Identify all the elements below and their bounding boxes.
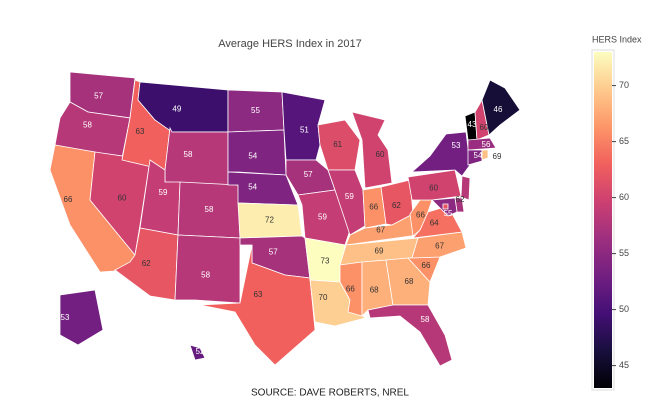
state-label: 62: [392, 201, 401, 210]
state: [174, 234, 241, 304]
state-label: 60: [480, 123, 489, 132]
colorbar-tick-label: 45: [619, 360, 629, 370]
state-label: 54: [248, 183, 257, 192]
colorbar: [594, 52, 612, 388]
state: [411, 231, 467, 259]
state-label: 68: [405, 277, 414, 286]
state-label: 60: [118, 194, 127, 203]
state: [189, 344, 206, 361]
state-label: 67: [435, 242, 444, 251]
state: [59, 289, 104, 346]
state-label: 59: [318, 212, 327, 221]
state-label: 66: [369, 202, 378, 211]
state-label: 58: [201, 270, 210, 279]
source: SOURCE: DAVE ROBERTS, NREL: [251, 388, 409, 399]
state-label: 57: [269, 247, 278, 256]
state-label: 55: [251, 106, 260, 115]
state-label: 73: [321, 256, 330, 265]
state: [410, 131, 471, 177]
state-label: 59: [345, 192, 354, 201]
state-label: 64: [430, 219, 439, 228]
state-label: 66: [346, 285, 355, 294]
state: [385, 257, 431, 306]
state-label: 68: [370, 286, 379, 295]
state-label: 58: [479, 171, 488, 180]
state-label: 46: [494, 105, 503, 114]
state-label: 66: [416, 210, 425, 219]
state-label: 72: [265, 216, 274, 225]
state-label: 63: [254, 290, 263, 299]
state-label: 70: [319, 293, 328, 302]
state-label: 53: [61, 313, 70, 322]
state: [199, 244, 316, 366]
colorbar-tick-label: 70: [619, 80, 629, 90]
state-label: 57: [474, 185, 483, 194]
state-label: 58: [421, 315, 430, 324]
map: [49, 71, 521, 367]
state-label: 66: [64, 195, 73, 204]
state-label: 54: [474, 151, 483, 160]
colorbar-title: HERS Index: [592, 34, 642, 44]
state-label: 52: [196, 347, 205, 356]
state: [407, 169, 462, 201]
state: [164, 126, 229, 186]
state-label: 66: [422, 261, 431, 270]
state-label: 69: [493, 152, 502, 161]
state-label: 62: [142, 259, 151, 268]
state-label: 43: [468, 120, 477, 129]
state: [467, 137, 497, 151]
state-label: 55: [444, 209, 453, 218]
state-label: 61: [333, 140, 342, 149]
state: [481, 149, 489, 161]
state: [367, 304, 453, 367]
state-label: 60: [376, 150, 385, 159]
state: [460, 175, 471, 201]
state-label: 51: [300, 125, 309, 134]
state: [481, 79, 521, 136]
state-label: 49: [172, 104, 181, 113]
colorbar-tick-label: 50: [619, 304, 629, 314]
state: [281, 91, 326, 161]
state-label: 57: [304, 170, 313, 179]
state-label: 57: [94, 92, 103, 101]
state: [442, 203, 449, 210]
state-label: 54: [248, 151, 257, 160]
colorbar-frame: [591, 49, 615, 391]
colorbar-tick-label: 55: [619, 248, 629, 258]
state-label: 60: [429, 184, 438, 193]
state: [351, 111, 393, 189]
colorbar-tick-label: 60: [619, 192, 629, 202]
state-label: 58: [83, 121, 92, 130]
state-label: 58: [184, 150, 193, 159]
state-label: 62: [456, 195, 465, 204]
state-label: 69: [375, 247, 384, 256]
state-label: 58: [205, 205, 214, 214]
state-label: 53: [452, 141, 461, 150]
state: [467, 149, 483, 166]
chart-title: Average HERS Index in 2017: [218, 38, 362, 50]
state-label: 56: [482, 140, 491, 149]
state-label: 59: [159, 188, 168, 197]
state-label: 63: [136, 127, 145, 136]
colorbar-tick-label: 65: [619, 136, 629, 146]
state-label: 67: [376, 225, 385, 234]
